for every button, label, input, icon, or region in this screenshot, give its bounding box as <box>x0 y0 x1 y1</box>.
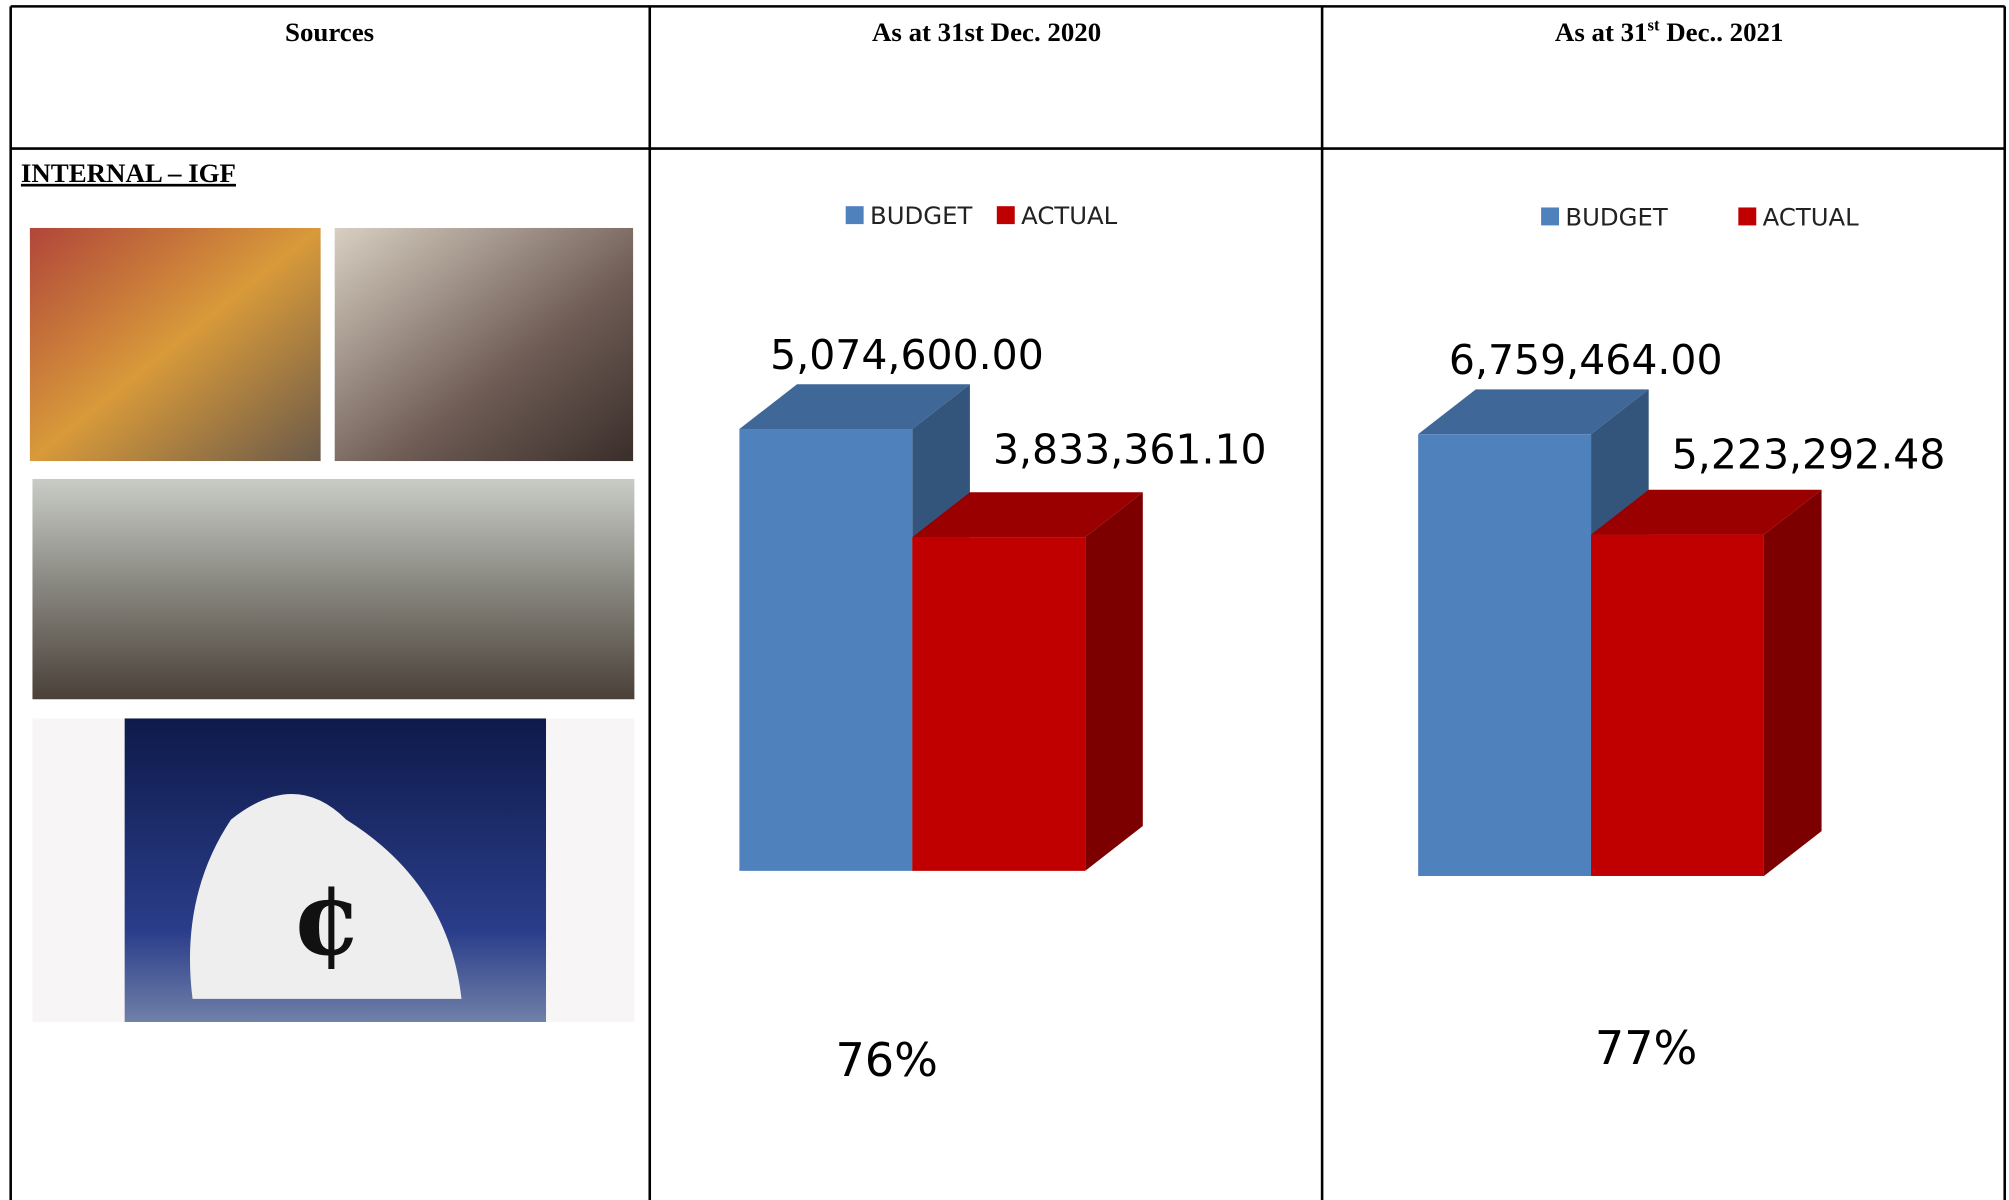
photo <box>32 478 635 700</box>
bar-side <box>1763 489 1822 876</box>
bar-top <box>912 492 1143 538</box>
cedi-sign: ¢ <box>291 859 362 979</box>
photo <box>29 227 321 462</box>
table-borders <box>9 5 2006 1200</box>
legend-swatch <box>1738 207 1757 226</box>
row-label: INTERNAL – IGF <box>21 158 236 188</box>
bar <box>1418 434 1592 876</box>
legend-label: ACTUAL <box>1021 201 1118 230</box>
annotation: 77% <box>1595 1021 1697 1075</box>
data-label: 5,074,600.00 <box>770 331 1044 379</box>
header-text: As at 31 <box>1555 17 1648 47</box>
legend-swatch <box>845 206 864 225</box>
photo <box>334 227 634 462</box>
header-text: As at 31st Dec. 2020 <box>872 17 1101 47</box>
header-cell: Sources <box>285 17 374 47</box>
legend-label: BUDGET <box>870 201 972 230</box>
bar-side <box>1085 492 1143 871</box>
legend-swatch <box>996 206 1015 225</box>
legend-label: BUDGET <box>1565 202 1667 231</box>
bar <box>1591 534 1764 876</box>
header-cell: As at 31st Dec. 2020 <box>872 17 1101 47</box>
bar-top <box>1591 489 1822 535</box>
data-label: 3,833,361.10 <box>993 426 1267 474</box>
bar-top <box>1418 389 1649 435</box>
bar <box>912 537 1086 871</box>
legend-label: ACTUAL <box>1763 202 1860 231</box>
annotation: 76% <box>835 1033 937 1087</box>
header-text: Dec.. 2021 <box>1660 17 1784 47</box>
header-cell: As at 31st Dec.. 2021 <box>1555 16 1783 47</box>
money-bag <box>189 794 462 999</box>
legend-swatch <box>1541 207 1560 226</box>
data-label: 6,759,464.00 <box>1449 336 1723 384</box>
superscript: st <box>1648 16 1660 35</box>
data-label: 5,223,292.48 <box>1672 431 1946 479</box>
bar <box>739 429 913 871</box>
bar-top <box>739 384 970 430</box>
